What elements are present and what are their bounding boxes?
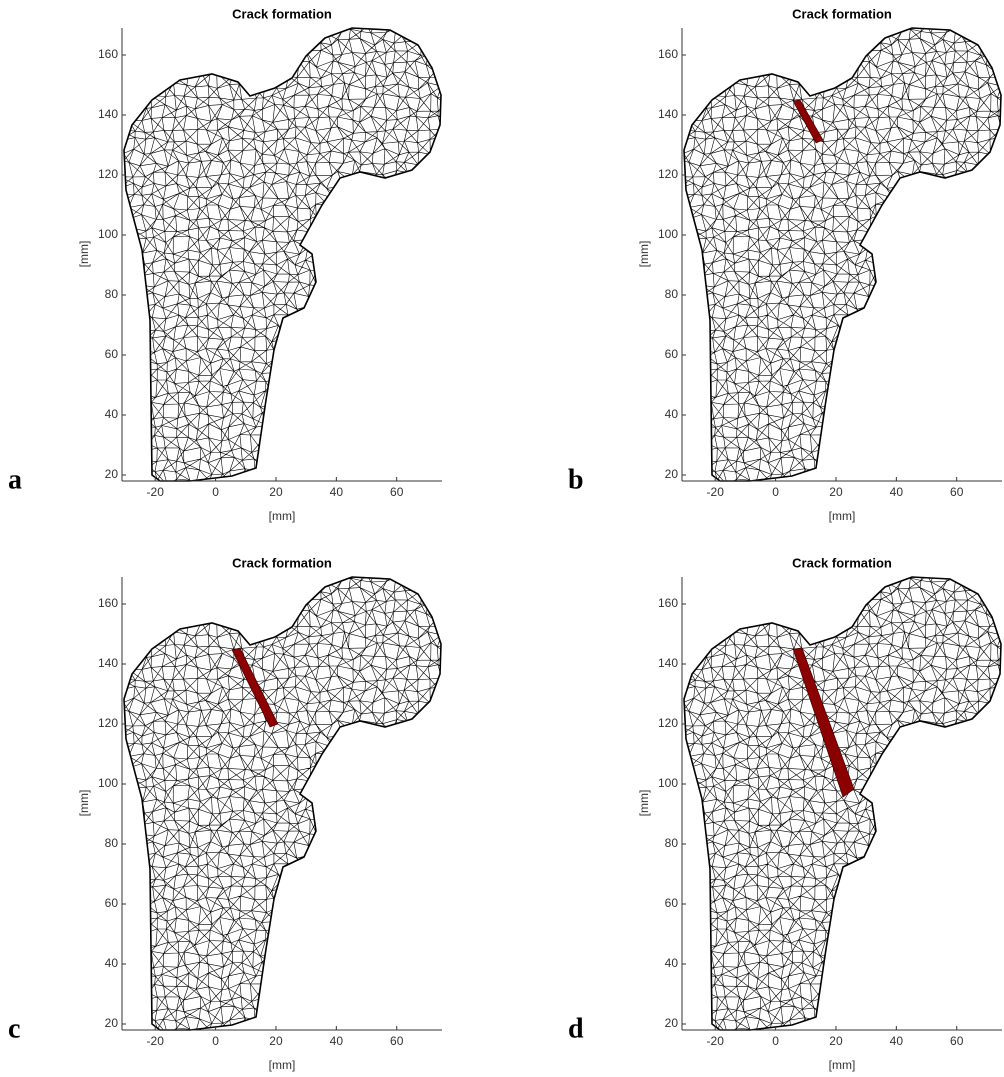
mesh	[667, 17, 1004, 497]
x-tick-label: 0	[212, 485, 219, 499]
y-tick-label: 160	[98, 47, 118, 61]
y-tick-label: 60	[665, 347, 679, 361]
y-tick-label: 20	[665, 1016, 679, 1030]
panel-title: Crack formation	[792, 555, 892, 570]
y-tick-label: 100	[98, 227, 118, 241]
x-tick-label: 20	[829, 485, 843, 499]
panel-letter: a	[8, 464, 22, 495]
x-axis-label: [mm]	[269, 1058, 296, 1072]
x-tick-label: -20	[147, 1034, 165, 1048]
panel: Crack formation [mm] [mm] d -20 0 20 40 60 20 40 60…	[568, 555, 1004, 1072]
y-tick-label: 60	[665, 896, 679, 910]
y-tick-label: 40	[665, 407, 679, 421]
y-tick-label: 20	[105, 1016, 119, 1030]
x-tick-label: 60	[390, 1034, 404, 1048]
panel-title: Crack formation	[232, 555, 332, 570]
y-axis-label: [mm]	[637, 241, 651, 268]
x-tick-label: 60	[390, 485, 404, 499]
panel-title: Crack formation	[232, 6, 332, 21]
y-tick-label: 80	[105, 287, 119, 301]
y-tick-label: 120	[658, 167, 678, 181]
mesh	[107, 566, 565, 1046]
x-tick-label: 40	[890, 485, 904, 499]
x-axis-label: [mm]	[269, 509, 296, 523]
x-tick-label: 0	[772, 1034, 779, 1048]
panel-title: Crack formation	[792, 6, 892, 21]
y-tick-label: 20	[665, 467, 679, 481]
mesh	[107, 17, 565, 497]
x-tick-label: 60	[950, 485, 964, 499]
y-tick-label: 100	[658, 776, 678, 790]
y-tick-label: 60	[105, 347, 119, 361]
panel-letter: b	[568, 464, 584, 495]
x-tick-label: 40	[330, 1034, 344, 1048]
y-tick-label: 60	[105, 896, 119, 910]
x-tick-label: -20	[707, 1034, 725, 1048]
page: Crack formation [mm] [mm] a -20 0 20 40 60 20 40 60…	[0, 0, 1004, 1077]
y-tick-label: 80	[665, 836, 679, 850]
x-tick-label: 20	[269, 485, 283, 499]
crack	[793, 648, 854, 797]
x-axis-label: [mm]	[829, 509, 856, 523]
x-tick-label: 20	[269, 1034, 283, 1048]
mesh	[667, 566, 1004, 1046]
x-axis-label: [mm]	[829, 1058, 856, 1072]
y-tick-label: 160	[98, 596, 118, 610]
figure: Crack formation [mm] [mm] a -20 0 20 40 60 20 40 60…	[0, 0, 1004, 1077]
y-tick-label: 140	[98, 656, 118, 670]
y-tick-label: 160	[658, 596, 678, 610]
y-axis-label: [mm]	[637, 790, 651, 817]
y-tick-label: 80	[665, 287, 679, 301]
x-tick-label: 0	[772, 485, 779, 499]
y-tick-label: 140	[658, 107, 678, 121]
y-tick-label: 140	[658, 656, 678, 670]
y-tick-label: 40	[105, 956, 119, 970]
x-tick-label: -20	[707, 485, 725, 499]
panel: Crack formation [mm] [mm] a -20 0 20 40 60 20 40 60…	[8, 6, 564, 523]
y-axis-label: [mm]	[77, 241, 91, 268]
y-tick-label: 100	[658, 227, 678, 241]
y-axis-label: [mm]	[77, 790, 91, 817]
panel-letter: d	[568, 1013, 584, 1044]
panel: Crack formation [mm] [mm] b -20 0 20 40 60 20 40 60…	[568, 6, 1004, 523]
y-tick-label: 80	[105, 836, 119, 850]
y-tick-label: 120	[98, 716, 118, 730]
x-tick-label: 40	[330, 485, 344, 499]
x-tick-label: -20	[147, 485, 165, 499]
x-tick-label: 0	[212, 1034, 219, 1048]
x-tick-label: 60	[950, 1034, 964, 1048]
y-tick-label: 20	[105, 467, 119, 481]
x-tick-label: 40	[890, 1034, 904, 1048]
y-tick-label: 120	[658, 716, 678, 730]
y-tick-label: 40	[665, 956, 679, 970]
panel-letter: c	[8, 1013, 20, 1044]
y-tick-label: 140	[98, 107, 118, 121]
panel: Crack formation [mm] [mm] c -20 0 20 40 60 20 40 60…	[8, 555, 564, 1072]
x-tick-label: 20	[829, 1034, 843, 1048]
y-tick-label: 120	[98, 167, 118, 181]
y-tick-label: 100	[98, 776, 118, 790]
y-tick-label: 40	[105, 407, 119, 421]
y-tick-label: 160	[658, 47, 678, 61]
